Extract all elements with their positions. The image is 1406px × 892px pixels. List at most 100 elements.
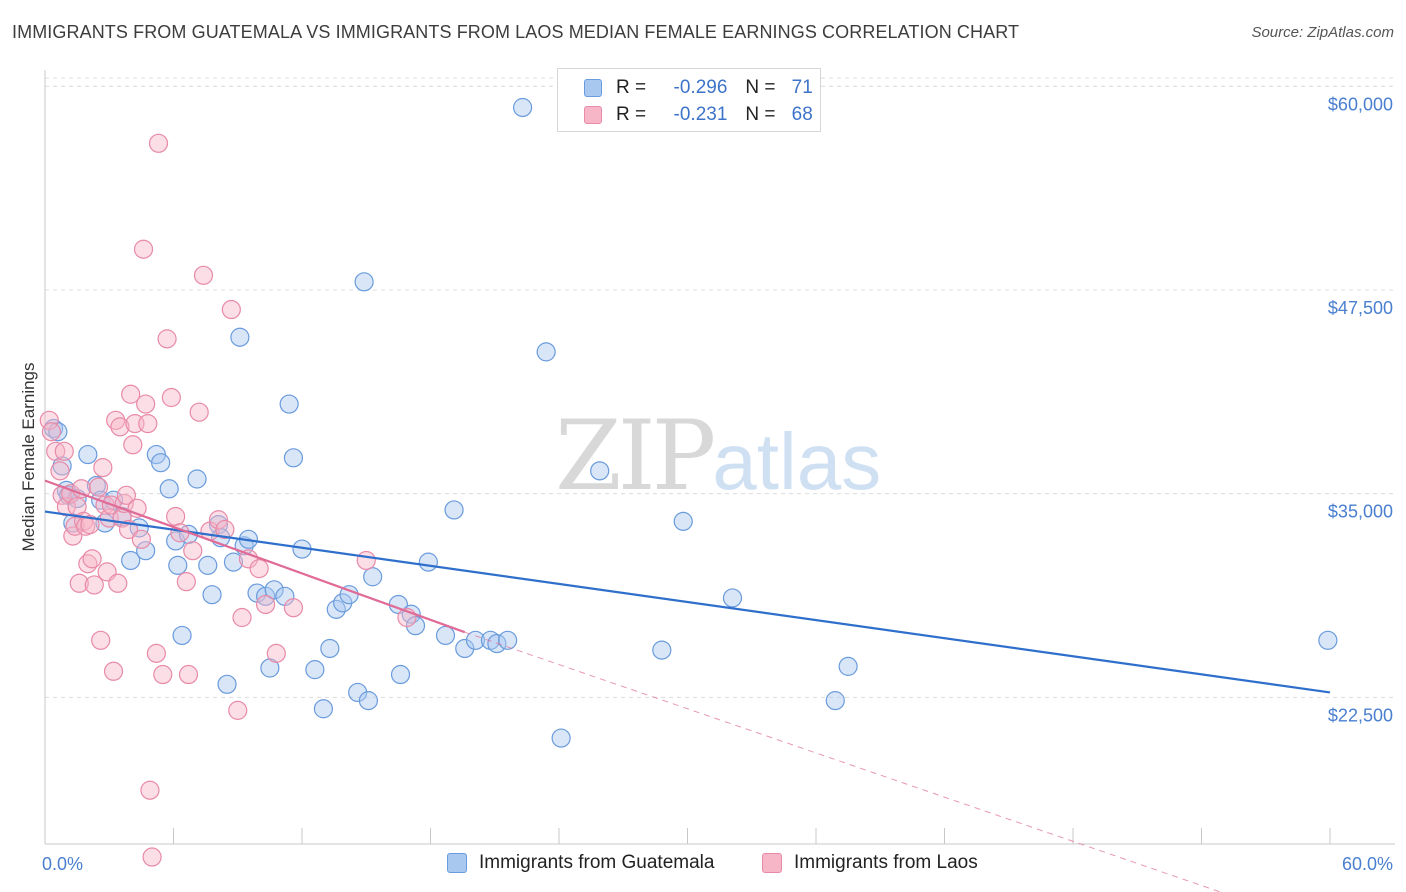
point-laos <box>146 643 166 663</box>
point-guatemala <box>198 555 218 575</box>
point-guatemala <box>159 479 179 499</box>
point-guatemala <box>390 664 411 685</box>
legend-r-label: R = <box>616 104 647 125</box>
point-laos <box>189 402 209 422</box>
point-guatemala <box>1318 630 1338 650</box>
point-guatemala <box>305 660 325 680</box>
point-laos <box>178 664 199 685</box>
point-laos <box>138 413 158 434</box>
point-guatemala <box>217 674 237 694</box>
trend-line-guatemala <box>44 510 1331 694</box>
point-laos <box>91 630 111 650</box>
point-laos <box>161 387 181 408</box>
legend-n-label: N = <box>745 104 776 125</box>
legend-r-label: R = <box>616 77 647 98</box>
point-guatemala <box>223 552 244 572</box>
point-guatemala <box>363 567 383 587</box>
series-legend-guatemala[interactable]: Immigrants from Guatemala <box>447 852 714 874</box>
trend-line-laos <box>44 479 466 634</box>
series-label-laos: Immigrants from Laos <box>794 852 978 873</box>
point-guatemala <box>673 511 693 531</box>
point-laos <box>103 661 124 681</box>
legend-r-value: -0.296 <box>673 77 728 98</box>
point-laos <box>142 847 162 867</box>
legend-row-guatemala: R = -0.296 N = 71 <box>584 76 813 100</box>
point-laos <box>69 573 89 593</box>
point-guatemala <box>187 469 207 489</box>
series-legend-laos[interactable]: Immigrants from Laos <box>762 852 978 874</box>
point-guatemala <box>551 728 571 748</box>
y-axis-label: Median Female Earnings <box>19 363 38 552</box>
point-guatemala <box>358 691 378 711</box>
point-laos <box>80 515 100 535</box>
point-guatemala <box>512 97 533 118</box>
x-tick-label-right: 60.0% <box>1342 854 1393 874</box>
legend-r-value: -0.231 <box>673 104 728 125</box>
point-guatemala <box>78 444 98 465</box>
point-laos <box>228 700 248 720</box>
point-laos <box>93 457 113 478</box>
point-laos <box>110 417 130 437</box>
legend-n-value: 68 <box>791 104 813 125</box>
y-tick-label: $60,000 <box>1328 94 1393 114</box>
point-laos <box>283 598 304 618</box>
point-guatemala <box>354 272 374 292</box>
point-guatemala <box>168 555 188 575</box>
legend-swatch-guatemala <box>584 79 602 97</box>
series-legend: Immigrants from Guatemala Immigrants fro… <box>0 852 1406 878</box>
y-tick-label: $35,000 <box>1328 502 1393 522</box>
point-laos <box>116 485 136 505</box>
point-laos <box>221 299 241 320</box>
point-laos <box>133 239 154 259</box>
point-laos <box>176 572 196 592</box>
point-laos <box>108 573 128 593</box>
point-laos <box>166 506 186 527</box>
point-laos <box>157 329 177 349</box>
y-tick-label: $22,500 <box>1328 705 1393 725</box>
point-laos <box>84 575 104 595</box>
series-laos-points <box>39 133 417 867</box>
point-guatemala <box>435 625 456 646</box>
point-guatemala <box>279 394 299 414</box>
point-guatemala <box>202 585 222 605</box>
point-laos <box>41 422 62 442</box>
point-laos <box>232 607 252 628</box>
point-laos <box>153 664 173 685</box>
point-laos <box>54 441 74 461</box>
axis-labels: $60,000 $47,500 $35,000 $22,500 0.0% 60.0% Med… <box>19 94 1393 874</box>
point-guatemala <box>444 500 464 520</box>
point-guatemala <box>590 461 610 481</box>
correlation-legend: R = -0.296 N = 71 R = -0.231 N = 68 <box>557 68 821 132</box>
series-swatch-laos <box>762 853 782 873</box>
point-guatemala <box>498 630 518 650</box>
source-label: Source: ZipAtlas.com <box>1251 24 1394 41</box>
point-guatemala <box>418 552 438 572</box>
point-guatemala <box>825 691 845 711</box>
point-laos <box>356 550 376 571</box>
point-guatemala <box>348 682 368 703</box>
point-laos <box>82 549 102 569</box>
point-laos <box>140 780 160 800</box>
trend-extension-laos <box>464 631 1222 892</box>
point-laos <box>266 643 286 663</box>
grid-lines <box>45 77 1395 698</box>
series-guatemala-points <box>43 97 1338 748</box>
axes <box>44 70 1395 845</box>
point-laos <box>255 594 276 615</box>
legend-n-label: N = <box>745 77 776 98</box>
point-laos <box>131 529 151 549</box>
point-guatemala <box>283 448 304 468</box>
point-guatemala <box>536 342 556 362</box>
chart-title: IMMIGRANTS FROM GUATEMALA VS IMMIGRANTS … <box>12 22 1020 42</box>
point-guatemala <box>136 541 156 561</box>
point-guatemala <box>230 327 250 347</box>
point-guatemala <box>151 453 171 473</box>
point-laos <box>148 133 169 153</box>
point-guatemala <box>121 550 141 571</box>
point-guatemala <box>313 699 334 719</box>
point-guatemala <box>838 656 858 676</box>
point-laos <box>123 435 143 455</box>
point-laos <box>215 519 235 540</box>
legend-row-laos: R = -0.231 N = 68 <box>584 103 813 127</box>
point-laos <box>238 549 259 569</box>
